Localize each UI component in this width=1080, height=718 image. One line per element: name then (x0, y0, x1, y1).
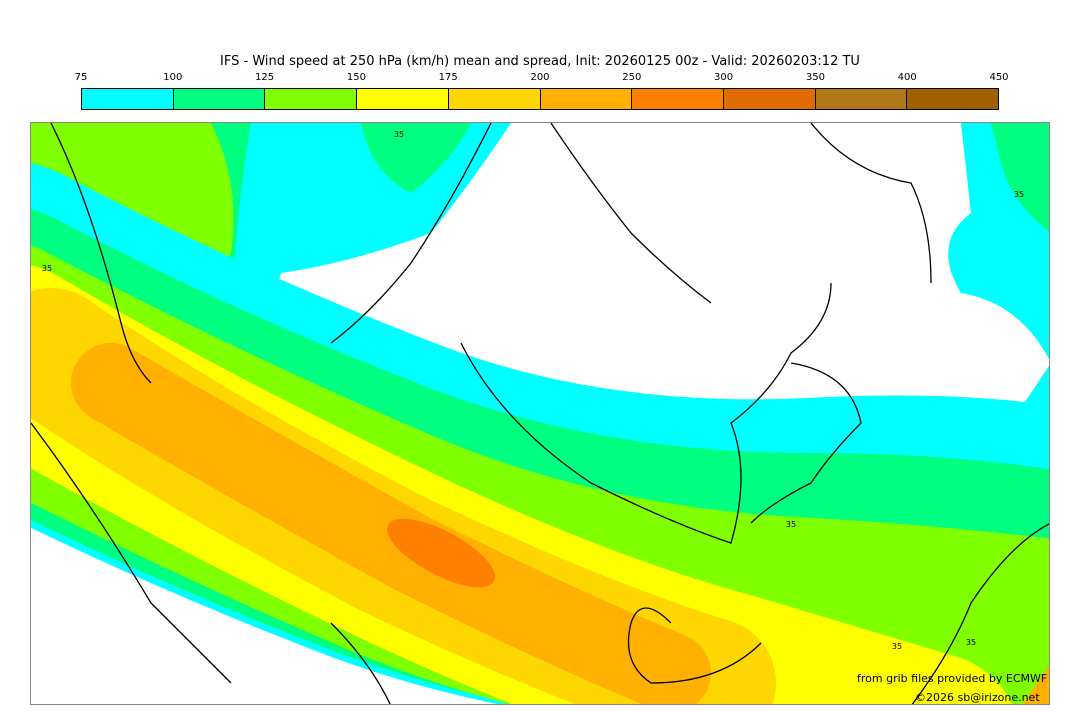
band-250-300-core (387, 518, 495, 588)
color-legend (81, 88, 999, 110)
band-100-north (361, 123, 471, 193)
legend-swatch (265, 89, 358, 109)
chart-title: IFS - Wind speed at 250 hPa (km/h) mean … (220, 54, 860, 69)
contour-label: 35 (892, 642, 902, 651)
contour-label: 35 (1014, 190, 1024, 199)
legend-swatch (173, 89, 266, 109)
legend-tick-label: 75 (74, 72, 88, 83)
contour-label: 35 (394, 130, 404, 139)
legend-swatch (357, 89, 449, 109)
legend-swatch (815, 89, 908, 109)
contour-labels: 35 35 35 35 35 35 (42, 130, 1024, 651)
wind-speed-map: 35 35 35 35 35 35 (30, 122, 1050, 705)
legend-swatch (907, 89, 999, 109)
legend-swatch (540, 89, 633, 109)
legend-tick-label: 400 (897, 72, 917, 83)
contour-label: 35 (42, 264, 52, 273)
legend-tick-label: 250 (622, 72, 642, 83)
copyright-credit: ©2026 sb@irizone.net (915, 691, 1040, 704)
legend-tick-label: 125 (255, 72, 275, 83)
band-75-100-north (231, 123, 511, 363)
legend-tick-label: 100 (163, 72, 183, 83)
low-wind-sw (31, 593, 210, 704)
coastlines (31, 123, 1049, 704)
legend-swatch (448, 89, 541, 109)
contour-label: 35 (786, 520, 796, 529)
map-canvas: 35 35 35 35 35 35 (31, 123, 1049, 704)
contour-label: 35 (966, 638, 976, 647)
source-credit: from grib files provided by ECMWF (857, 672, 1048, 685)
legend-tick-label: 350 (805, 72, 825, 83)
legend-tick-label: 200 (530, 72, 550, 83)
legend-swatch (82, 89, 174, 109)
legend-swatch (723, 89, 816, 109)
legend-tick-label: 175 (438, 72, 458, 83)
legend-tick-label: 300 (714, 72, 734, 83)
band-100-ne (991, 123, 1049, 232)
legend-swatch (632, 89, 724, 109)
legend-tick-label: 150 (346, 72, 366, 83)
legend-tick-label: 450 (989, 72, 1009, 83)
